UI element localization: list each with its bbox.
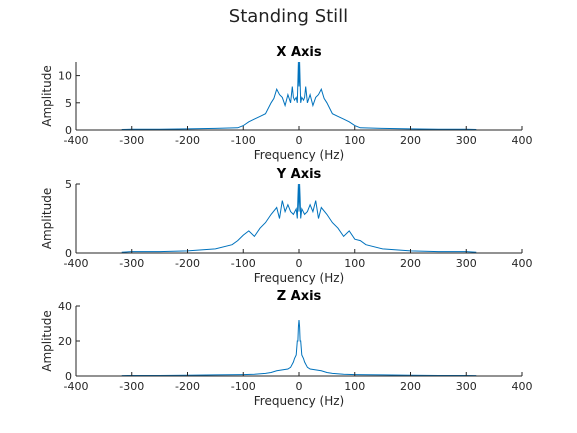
x-tick-label: -400 <box>64 257 89 270</box>
x-tick-label: -200 <box>175 134 200 147</box>
y-axis-label: Amplitude <box>40 310 54 372</box>
x-axis-label: Frequency (Hz) <box>254 394 345 408</box>
y-tick-label: 0 <box>65 247 72 260</box>
y-tick-label: 40 <box>58 300 72 313</box>
subplot-title: Y Axis <box>276 167 322 182</box>
y-axis-label: Amplitude <box>40 188 54 250</box>
y-axis-label: Amplitude <box>40 65 54 127</box>
x-tick-label: 200 <box>400 257 421 270</box>
y-tick-label: 5 <box>65 97 72 110</box>
x-tick-label: 400 <box>512 380 533 393</box>
x-tick-label: 400 <box>512 257 533 270</box>
y-tick-label: 0 <box>65 370 72 383</box>
x-tick-label: 200 <box>400 380 421 393</box>
x-axis-label: Frequency (Hz) <box>254 148 345 162</box>
subplot-title: X Axis <box>276 45 321 60</box>
x-tick-label: 0 <box>296 134 303 147</box>
x-tick-label: -300 <box>119 257 144 270</box>
x-tick-label: 300 <box>456 134 477 147</box>
figure-title: Standing Still <box>228 6 349 27</box>
x-tick-label: 300 <box>456 380 477 393</box>
x-tick-label: 0 <box>296 380 303 393</box>
series-line <box>121 183 477 253</box>
x-tick-label: -100 <box>231 134 256 147</box>
x-tick-label: -400 <box>64 380 89 393</box>
x-tick-label: 300 <box>456 257 477 270</box>
x-tick-label: -200 <box>175 257 200 270</box>
x-tick-label: 100 <box>344 380 365 393</box>
subplot-title: Z Axis <box>277 289 322 304</box>
x-tick-label: -300 <box>119 134 144 147</box>
x-tick-label: -200 <box>175 380 200 393</box>
x-tick-label: -100 <box>231 380 256 393</box>
series-line <box>121 319 477 377</box>
x-tick-label: 100 <box>344 134 365 147</box>
x-tick-label: -100 <box>231 257 256 270</box>
x-tick-label: 400 <box>512 134 533 147</box>
x-tick-label: -300 <box>119 380 144 393</box>
x-tick-label: 0 <box>296 257 303 270</box>
y-tick-label: 10 <box>58 70 72 83</box>
x-axis-label: Frequency (Hz) <box>254 271 345 285</box>
x-tick-label: 200 <box>400 134 421 147</box>
x-tick-label: 100 <box>344 257 365 270</box>
series-line <box>121 61 477 130</box>
y-tick-label: 5 <box>65 178 72 191</box>
y-tick-label: 20 <box>58 335 72 348</box>
x-tick-label: -400 <box>64 134 89 147</box>
y-tick-label: 0 <box>65 124 72 137</box>
